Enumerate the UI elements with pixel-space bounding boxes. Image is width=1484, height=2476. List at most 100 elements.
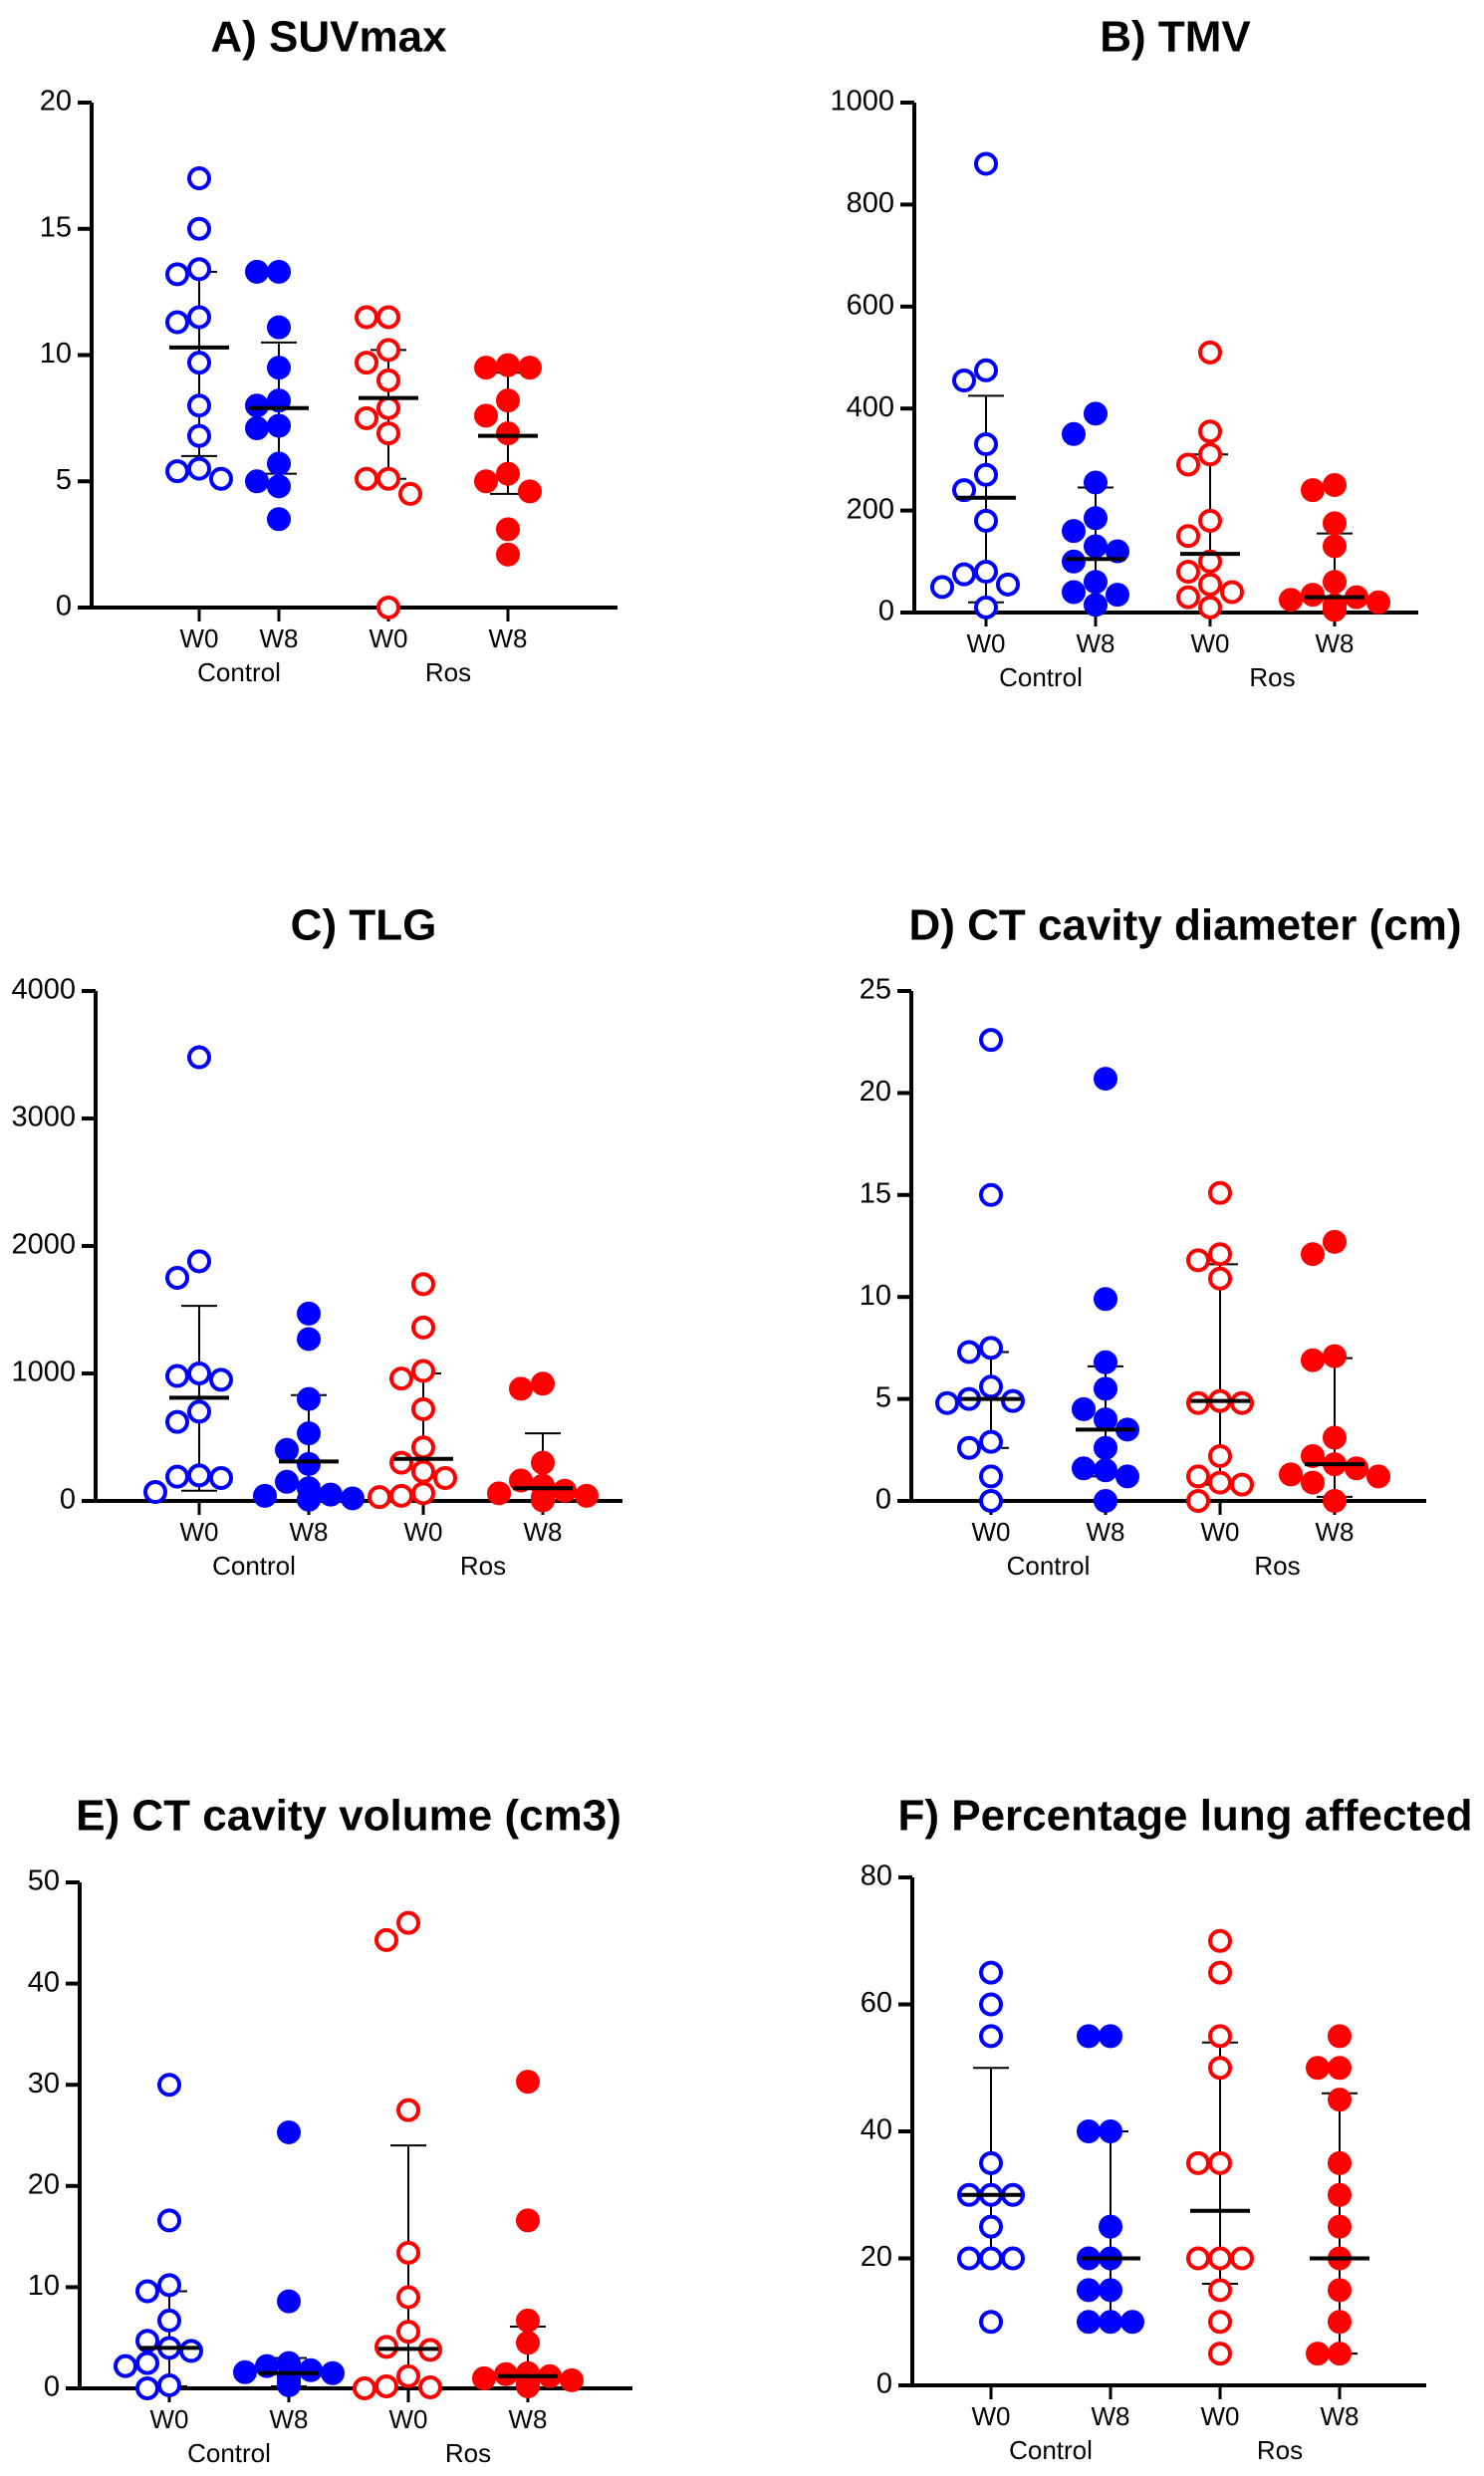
x-group-label: Ros xyxy=(445,2438,491,2468)
data-point xyxy=(187,305,211,330)
data-point xyxy=(1186,1248,1210,1273)
series-control-w8 xyxy=(245,259,309,532)
y-tick-label: 20 xyxy=(860,1076,891,1108)
x-group-label: Control xyxy=(212,1551,296,1581)
data-point xyxy=(974,462,998,487)
data-point xyxy=(1306,2056,1330,2081)
chart-title: A) SUVmax xyxy=(210,13,447,62)
data-point xyxy=(518,479,542,504)
x-group-label: Ros xyxy=(1254,1551,1300,1581)
data-point xyxy=(1198,572,1222,597)
data-point xyxy=(1306,2342,1330,2366)
data-point xyxy=(1077,2119,1101,2143)
y-tick-label: 0 xyxy=(60,1484,76,1516)
data-point xyxy=(1328,2342,1352,2366)
data-point xyxy=(187,1399,211,1424)
data-point xyxy=(411,1481,435,1506)
data-point xyxy=(979,1374,1003,1399)
y-tick-label: 10 xyxy=(28,2270,60,2302)
data-point xyxy=(1077,2278,1101,2303)
data-point xyxy=(396,2240,420,2265)
x-group-label: Control xyxy=(999,662,1083,692)
data-point xyxy=(374,1927,398,1952)
series-ros-w0 xyxy=(1186,1180,1254,1513)
x-category-label: W8 xyxy=(1316,1517,1355,1547)
data-point xyxy=(1208,2246,1232,2271)
data-point xyxy=(531,1371,555,1396)
data-point xyxy=(1208,1266,1232,1291)
series-control-w8 xyxy=(1062,401,1129,618)
data-point xyxy=(374,2335,398,2359)
chart-panel: A) SUVmax 0 5 10 15 20 W0 W8 W0 W8 Control Ros xyxy=(40,13,618,687)
data-point xyxy=(157,2372,181,2397)
data-point xyxy=(1094,1287,1117,1312)
data-point xyxy=(1176,524,1200,549)
data-point xyxy=(1176,560,1200,585)
chart-panel: E) CT cavity volume (cm3) 0 10 20 30 40 50 W0 W8… xyxy=(28,1792,632,2468)
data-point xyxy=(1323,511,1347,536)
data-point xyxy=(1328,2182,1352,2207)
data-point xyxy=(516,2331,540,2355)
data-point xyxy=(974,432,998,457)
x-group-label: Ros xyxy=(460,1551,506,1581)
data-point xyxy=(1001,2246,1025,2271)
data-point xyxy=(1230,1472,1254,1497)
data-point xyxy=(355,405,378,430)
data-point xyxy=(376,596,400,619)
data-point xyxy=(1230,2246,1254,2271)
y-tick-label: 30 xyxy=(28,2068,60,2100)
series-ros-w8 xyxy=(474,353,542,567)
data-point xyxy=(974,508,998,533)
x-category-label: W0 xyxy=(150,2404,189,2434)
data-point xyxy=(165,1464,189,1489)
data-point xyxy=(1115,1464,1139,1489)
data-point xyxy=(1072,1396,1096,1421)
data-point xyxy=(553,1478,577,1503)
x-category-label: W0 xyxy=(1201,1517,1240,1547)
data-point xyxy=(355,466,378,491)
y-tick-label: 80 xyxy=(861,1860,892,1892)
y-tick-label: 25 xyxy=(860,974,891,1006)
data-point xyxy=(267,507,291,532)
data-point xyxy=(1323,534,1347,559)
series-control-w8 xyxy=(253,1301,365,1512)
series-ros-w8 xyxy=(1279,473,1390,622)
y-tick-label: 2000 xyxy=(11,1229,76,1261)
data-point xyxy=(1084,593,1108,618)
data-point xyxy=(398,481,422,506)
data-point xyxy=(267,413,291,438)
y-tick-label: 600 xyxy=(847,289,894,321)
data-point xyxy=(1208,2278,1232,2303)
data-point xyxy=(1198,419,1222,444)
data-point xyxy=(1323,1489,1347,1513)
data-point xyxy=(297,1301,321,1326)
data-point xyxy=(957,1340,981,1364)
data-point xyxy=(209,1465,233,1490)
data-point xyxy=(433,1465,457,1490)
data-point xyxy=(516,2308,540,2333)
data-point xyxy=(979,1429,1003,1454)
data-point xyxy=(1208,2310,1232,2335)
data-point xyxy=(297,1451,321,1476)
data-point xyxy=(396,2363,420,2388)
data-point xyxy=(411,1315,435,1340)
data-point xyxy=(297,1327,321,1352)
y-tick-label: 40 xyxy=(28,1966,60,1998)
data-point xyxy=(1208,1242,1232,1267)
data-point xyxy=(496,461,520,486)
data-point xyxy=(974,595,998,619)
data-point xyxy=(979,1336,1003,1361)
data-point xyxy=(509,1468,533,1493)
series-control-w0 xyxy=(935,1028,1025,1513)
x-group-label: Control xyxy=(187,2438,271,2468)
series-control-w8 xyxy=(1072,1067,1139,1513)
series-control-w0 xyxy=(957,1960,1025,2335)
data-point xyxy=(1094,1376,1117,1401)
data-point xyxy=(245,469,269,494)
data-point xyxy=(494,2361,518,2386)
data-point xyxy=(1186,1489,1210,1513)
data-point xyxy=(277,2372,301,2397)
y-tick-label: 20 xyxy=(861,2241,892,2273)
data-point xyxy=(376,338,400,363)
